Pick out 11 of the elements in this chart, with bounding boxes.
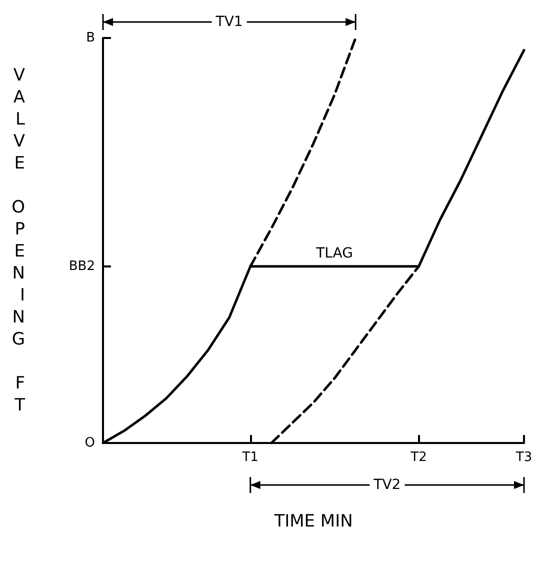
x-axis-title: TIME MIN	[273, 512, 353, 532]
text: B	[86, 30, 95, 46]
x-tick-label: T1	[241, 450, 258, 465]
x-tick-label: T3	[514, 450, 532, 465]
text: O	[84, 436, 95, 450]
text: VALVE OPENING FT	[12, 66, 25, 416]
x-tick-label: T2	[410, 450, 427, 465]
annotation: TLAG	[315, 245, 353, 262]
text: TV1	[214, 14, 243, 30]
text: TV2	[372, 477, 401, 493]
text: BB2	[68, 258, 95, 274]
